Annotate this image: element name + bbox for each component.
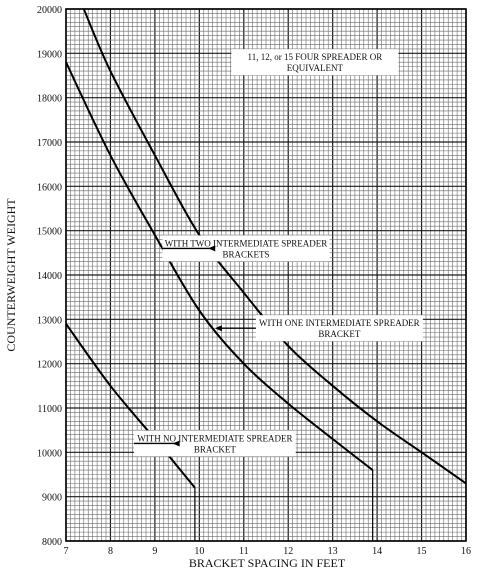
annotation-text: BRACKET — [194, 444, 237, 454]
y-tick-label: 17000 — [37, 138, 62, 149]
annotation-text: 11, 12, or 15 FOUR SPREADER OR — [248, 52, 383, 62]
annotations: 11, 12, or 15 FOUR SPREADER OREQUIVALENT… — [134, 49, 423, 457]
x-tick-label: 11 — [239, 546, 249, 557]
x-tick-label: 13 — [328, 546, 338, 557]
plot-frame — [65, 8, 467, 542]
y-tick-label: 10000 — [37, 448, 62, 459]
annotation-box — [255, 315, 423, 342]
y-tick-labels: 8000 9000 10000 11000 12000 13000 14000 15000 16… — [37, 5, 62, 548]
four-spreader-curve — [82, 8, 467, 485]
y-tick-label: 9000 — [42, 493, 62, 504]
x-tick-label: 14 — [372, 546, 382, 557]
y-tick-label: 16000 — [37, 182, 62, 193]
x-tick-label: 10 — [194, 546, 204, 557]
x-tick-label: 9 — [152, 546, 157, 557]
two-intermediate-curve — [65, 61, 374, 471]
one-intermediate-curve — [65, 323, 196, 489]
annotation-box — [231, 49, 399, 76]
annotation-arrow-head — [214, 325, 222, 332]
x-tick-label: 8 — [108, 546, 113, 557]
annotation-arrow-head — [208, 245, 216, 252]
y-tick-label: 13000 — [37, 315, 62, 326]
annotation-text: EQUIVALENT — [287, 63, 344, 73]
x-tick-label: 12 — [283, 546, 293, 557]
y-axis-title: COUNTERWEIGHT WEIGHT — [4, 198, 18, 352]
y-tick-label: 14000 — [37, 271, 62, 282]
annotation-text: BRACKET — [318, 329, 361, 339]
y-tick-label: 11000 — [37, 404, 62, 415]
annotation-text: WITH NO INTERMEDIATE SPREADER — [137, 433, 292, 443]
y-tick-label: 8000 — [42, 537, 62, 548]
y-tick-label: 15000 — [37, 227, 62, 238]
x-tick-labels: 7 8 9 10 11 12 13 14 15 16 — [64, 546, 472, 557]
annotation-text: WITH ONE INTERMEDIATE SPREADER — [259, 318, 420, 328]
x-tick-label: 7 — [64, 546, 69, 557]
y-tick-label: 19000 — [37, 49, 62, 60]
annotation-text: WITH TWO INTERMEDIATE SPREADER — [165, 238, 328, 248]
curves — [65, 8, 467, 541]
y-tick-label: 12000 — [37, 360, 62, 371]
annotation-text: BRACKETS — [222, 249, 269, 259]
x-tick-label: 15 — [417, 546, 427, 557]
grid — [65, 8, 467, 542]
annotation-arrow-head — [172, 440, 180, 447]
y-tick-label: 18000 — [37, 94, 62, 105]
x-tick-label: 16 — [461, 546, 471, 557]
y-tick-label: 20000 — [37, 5, 62, 16]
x-axis-title: BRACKET SPACING IN FEET — [189, 556, 346, 570]
